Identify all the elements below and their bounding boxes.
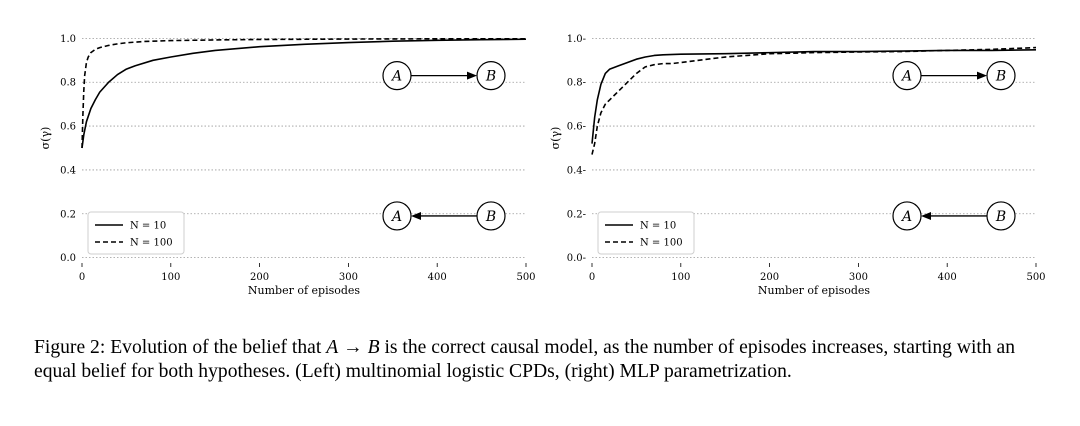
legend-label-n100: N = 100 <box>640 238 683 249</box>
caption-lead: Figure 2: Evolution of the belief that <box>34 337 327 358</box>
right-ytick-label: 0.4- <box>567 165 586 176</box>
node-a-label: A <box>900 69 912 85</box>
left-legend: N = 10 N = 100 <box>87 211 185 255</box>
left-x-axis-title: Number of episodes <box>248 284 361 297</box>
left-ytick-label: 1.0 <box>60 34 76 45</box>
arrowhead-icon <box>411 211 421 220</box>
right-ytick-label: 0.0- <box>567 253 586 264</box>
left-xtick-label: 100 <box>161 272 180 283</box>
left-ytick-label: 0.6 <box>60 122 76 133</box>
left-ytick-label: 0.0 <box>60 253 76 264</box>
right-ytick-label: 0.8- <box>567 78 586 89</box>
legend-label-n10: N = 10 <box>130 221 166 232</box>
right-ytick-label: 0.2- <box>567 209 586 220</box>
right-xtick-label: 300 <box>849 272 868 283</box>
node-b-label: B <box>995 69 1006 85</box>
right-xtick-label: 0 <box>589 272 595 283</box>
left-xtick-label: 300 <box>339 272 358 283</box>
node-b-label: B <box>485 69 496 85</box>
right-series-n10-line <box>591 48 1037 144</box>
right-xtick-label: 200 <box>760 272 779 283</box>
right-xtick-label: 400 <box>938 272 957 283</box>
right-xtick-label: 500 <box>1026 272 1045 283</box>
arrowhead-icon <box>977 71 987 80</box>
right-x-axis-title: Number of episodes <box>758 284 871 297</box>
left-y-axis-title: σ(γ) <box>39 127 52 150</box>
right-xtick-label: 100 <box>671 272 690 283</box>
legend-box <box>597 211 695 255</box>
legend-box <box>87 211 185 255</box>
node-b-label: B <box>485 209 496 225</box>
node-b-label: B <box>995 209 1006 225</box>
right-series-n100-line <box>591 46 1037 155</box>
figure-caption: Figure 2: Evolution of the belief that A… <box>34 336 1054 383</box>
left-series-n100-line <box>81 38 526 149</box>
left-ytick-label: 0.4 <box>60 165 76 176</box>
right-legend: N = 10 N = 100 <box>597 211 695 255</box>
left-xtick-label: 400 <box>428 272 447 283</box>
right-ytick-label: 1.0- <box>567 34 586 45</box>
left-series-n10-line <box>81 38 527 149</box>
node-a-label: A <box>900 209 912 225</box>
legend-label-n10: N = 10 <box>640 221 676 232</box>
left-xtick-label: 0 <box>79 272 85 283</box>
caption-math-b: B <box>367 337 380 358</box>
caption-math-a: A <box>326 337 339 358</box>
right-y-axis-title: σ(γ) <box>549 127 562 150</box>
left-xtick-label: 500 <box>516 272 535 283</box>
legend-label-n100: N = 100 <box>130 238 173 249</box>
node-a-label: A <box>390 209 402 225</box>
caption-rest: is the correct causal model, as the numb… <box>34 337 1016 382</box>
right-ytick-label: 0.6- <box>567 122 586 133</box>
caption-arrow: → <box>338 337 368 358</box>
arrowhead-icon <box>921 211 931 220</box>
right-panel: 0.0- 0.2- 0.4- 0.6- 0.8- 1.0- 0 100 200 300 400 500… <box>549 34 1046 297</box>
left-panel: 0.0 0.2 0.4 0.6 0.8 1.0 0 100 200 300 400 500 Number… <box>39 34 536 297</box>
arrowhead-icon <box>467 71 477 80</box>
left-xtick-label: 200 <box>250 272 269 283</box>
node-a-label: A <box>390 69 402 85</box>
left-ytick-label: 0.8 <box>60 78 76 89</box>
left-ytick-label: 0.2 <box>60 209 76 220</box>
